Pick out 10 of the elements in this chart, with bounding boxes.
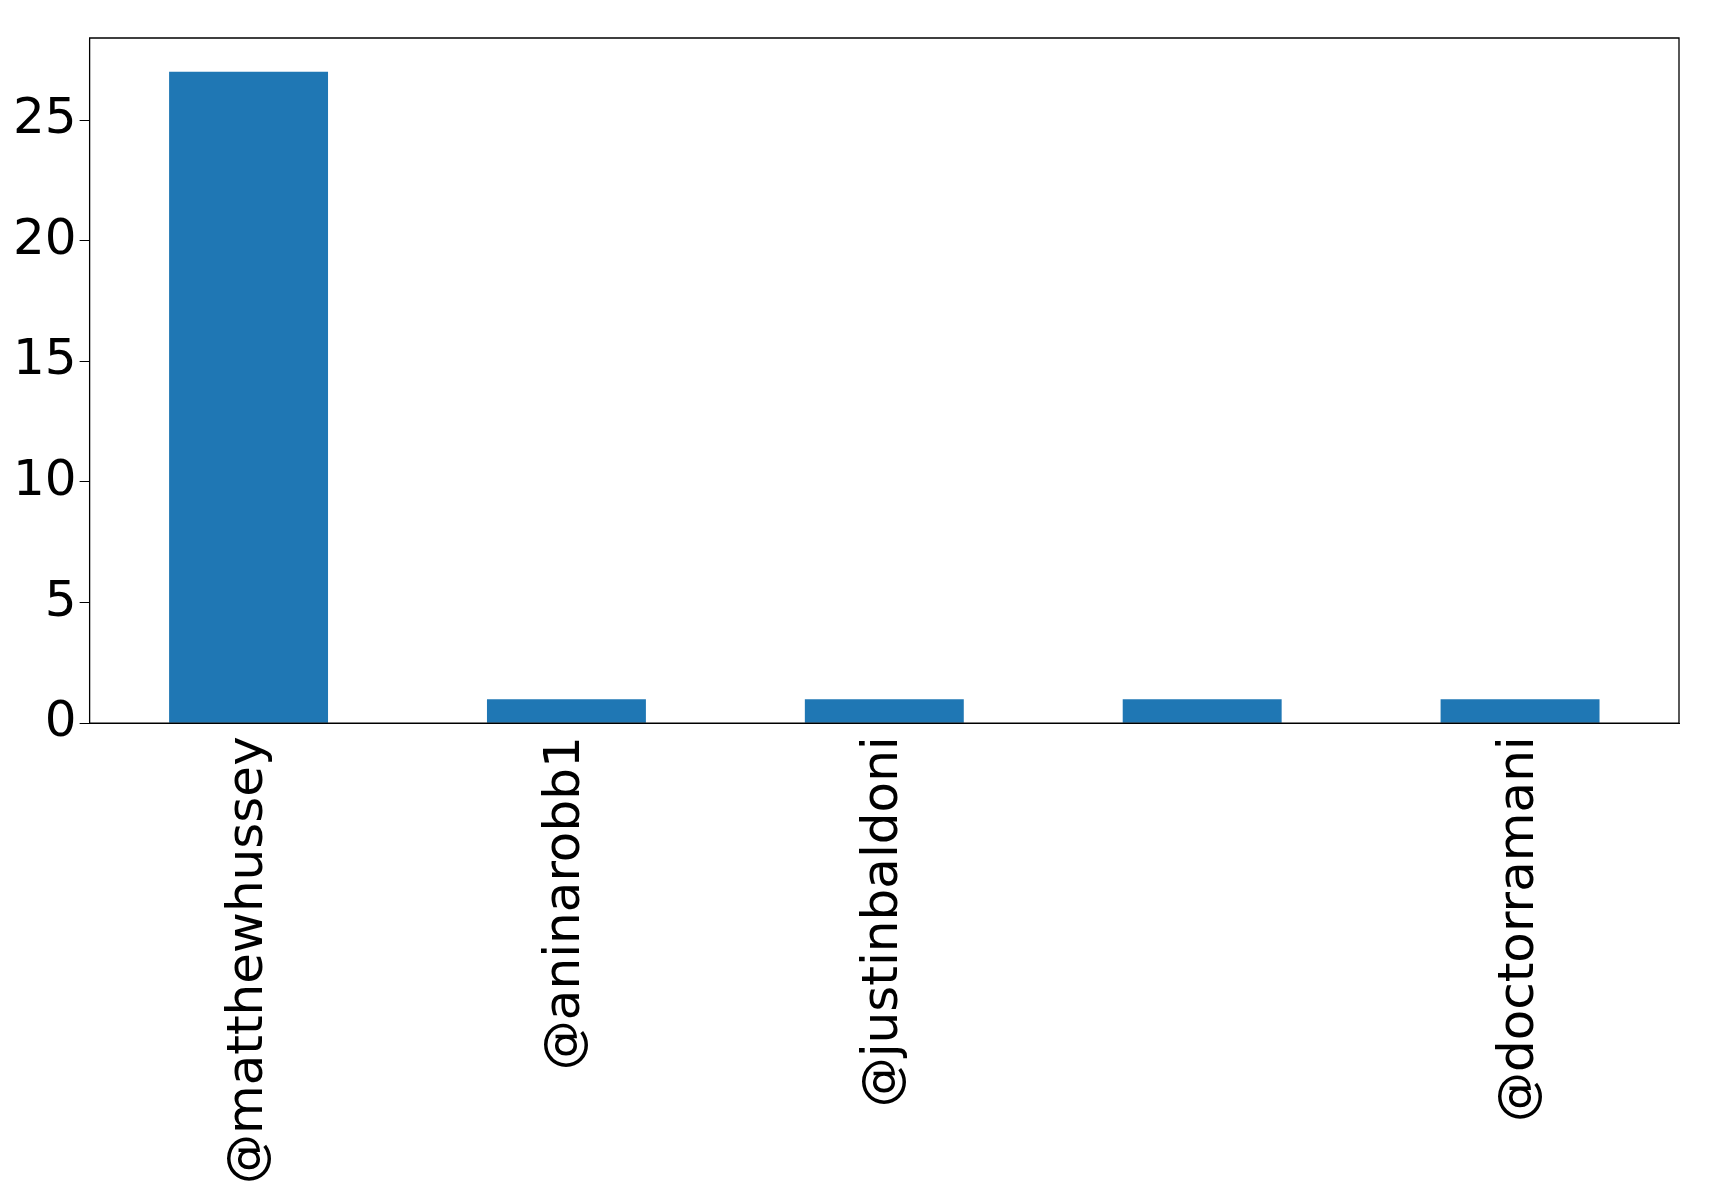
y-tick-label: 10 xyxy=(13,448,77,507)
y-tick-label: 5 xyxy=(44,569,77,628)
y-tick-label: 25 xyxy=(13,87,77,146)
x-tick-label: @aninarobb1 xyxy=(533,736,592,1071)
x-tick-label: @doctorramani xyxy=(1487,736,1546,1123)
x-tick-label: @matthewhussey xyxy=(215,736,274,1184)
y-tick-label: 15 xyxy=(13,328,77,387)
x-tick-label: @justinbaldoni xyxy=(851,736,910,1108)
y-tick-label: 20 xyxy=(13,207,77,266)
y-tick-label: 0 xyxy=(44,690,77,749)
